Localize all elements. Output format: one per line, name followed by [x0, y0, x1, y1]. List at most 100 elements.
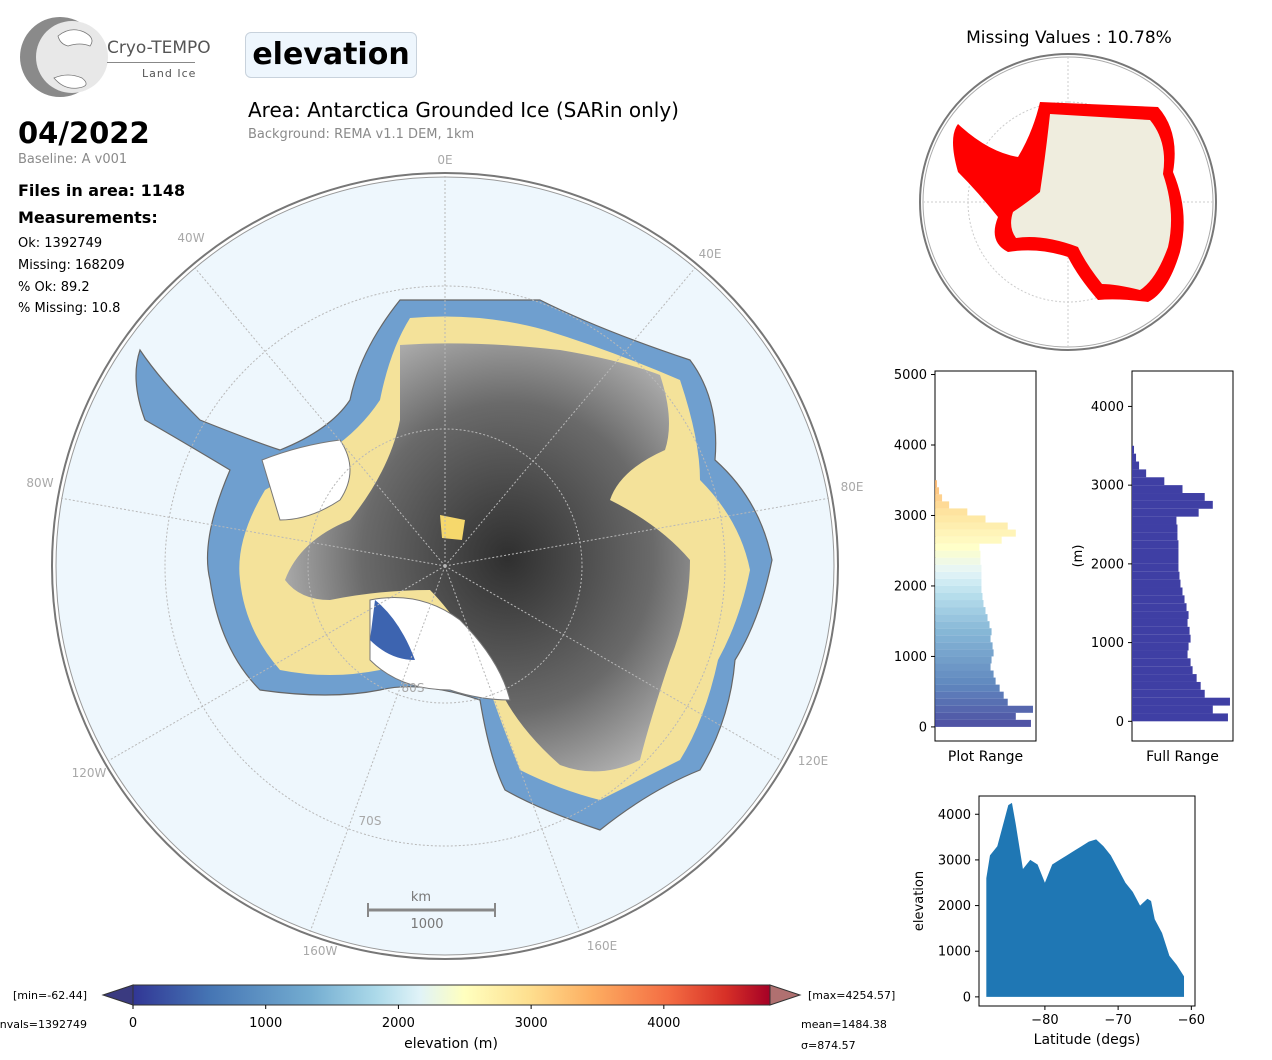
hist-bar: [935, 712, 1016, 720]
colorbar-max-extend: [769, 984, 802, 1006]
colorbar-label: elevation (m): [404, 1036, 498, 1052]
hist-bar: [1132, 571, 1180, 580]
lon-label-120e: 120E: [798, 754, 829, 768]
lon-label-40e: 40E: [699, 247, 722, 261]
hist-bar: [1132, 618, 1188, 627]
hist-bar: [935, 600, 984, 608]
hist-bar: [1132, 485, 1183, 494]
pole-patch: [440, 515, 465, 540]
full-range-histogram: 0 1000 2000 3000 4000 Full Range (m): [1071, 370, 1234, 765]
map-border: [51, 172, 839, 960]
hist-bar: [935, 501, 950, 509]
hist-bar: [935, 698, 1008, 706]
colorbar: 0 1000 2000 3000 4000 [min=-62.44] [max=4254…: [0, 984, 895, 1052]
colorbar-tick-label: 1000: [249, 1016, 282, 1031]
cryo-tempo-logo: [20, 17, 108, 97]
hist-bar: [935, 635, 991, 643]
ross-ice-shelf: [369, 597, 511, 701]
hist-tick-label: 2000: [894, 579, 927, 594]
scatter-xtick-label: −70: [1104, 1013, 1131, 1028]
measurements-heading: Measurements:: [18, 208, 158, 227]
lat-label-80s: 80S: [402, 681, 425, 695]
colorbar-tick-label: 0: [129, 1016, 137, 1031]
colorbar-tick-label: 4000: [647, 1016, 680, 1031]
colorbar-sigma: σ=874.57: [801, 1039, 856, 1052]
hist-bar: [1132, 493, 1205, 501]
scale-value: 1000: [410, 917, 443, 932]
date-label: 04/2022: [18, 116, 150, 150]
hist-tick-label: 3000: [894, 509, 927, 524]
scatter-ytick-label: 4000: [938, 808, 971, 823]
hist-bar: [1132, 705, 1213, 714]
scatter-ytick-label: 0: [963, 990, 971, 1005]
hist-bar: [935, 571, 982, 579]
hist-bar: [935, 543, 980, 551]
hist-bar: [1132, 603, 1187, 612]
colorbar-nvals: nvals=1392749: [0, 1018, 87, 1031]
missing-map-title: Missing Values : 10.78%: [966, 28, 1172, 48]
logo-subtitle: Land Ice: [142, 67, 197, 80]
hist-tick-label: 3000: [1091, 479, 1124, 494]
scatter-xtick-label: −60: [1178, 1013, 1205, 1028]
hist-bar: [935, 550, 981, 558]
scatter-xtick-label: −80: [1031, 1013, 1058, 1028]
scatter-points: [986, 802, 1185, 997]
lat-elevation-scatter: −80 −70 −60 0 1000 2000 3000 4000 Latitude (degs…: [912, 795, 1205, 1048]
hist-bar: [935, 628, 992, 636]
scale-unit: km: [411, 890, 431, 905]
logo-name: Cryo-TEMPO: [107, 38, 211, 58]
colorbar-gradient: [132, 984, 771, 1006]
colorbar-ticks: 0 1000 2000 3000 4000: [129, 1005, 680, 1031]
hist-bar: [935, 494, 943, 502]
hist-bar: [1132, 689, 1205, 698]
scatter-ytick-label: 2000: [938, 899, 971, 914]
hist-bar: [935, 593, 983, 601]
scatter-frame: [978, 795, 1196, 1007]
lon-label-0e: 0E: [437, 153, 452, 167]
scatter-xlabel: Latitude (degs): [1034, 1032, 1141, 1048]
rema-dem-background: [285, 343, 690, 772]
colorbar-min: [min=-62.44]: [13, 989, 87, 1002]
missing-map: [919, 53, 1217, 351]
hist-bar: [935, 684, 1000, 692]
hist-bar: [1132, 540, 1179, 549]
hist-bar: [1132, 461, 1140, 470]
hist-bar: [935, 649, 994, 657]
hist-bar: [935, 585, 982, 593]
hist-tick-label: 1000: [1091, 636, 1124, 651]
hist-tick-label: 0: [919, 720, 927, 735]
hist-bar: [1132, 453, 1137, 462]
scale-bar: km 1000: [367, 890, 496, 932]
ok-count: Ok: 1392749: [18, 236, 103, 251]
colorbar-mean: mean=1484.38: [801, 1018, 887, 1031]
hist-bar: [1132, 548, 1179, 556]
hist-bar: [1132, 587, 1183, 596]
hist-xlabel: Full Range: [1146, 749, 1219, 765]
hist-bar: [1132, 611, 1189, 619]
hist-bar: [935, 663, 991, 671]
hist-bar: [935, 508, 968, 516]
graticule: [59, 176, 831, 933]
hist-bar: [935, 564, 982, 572]
lon-label-80e: 80E: [841, 480, 864, 494]
colorbar-max: [max=4254.57]: [808, 989, 895, 1002]
hist-bar: [935, 557, 981, 565]
hist-bar: [1132, 666, 1193, 675]
missing-count: Missing: 168209: [18, 258, 125, 273]
hist-bar: [935, 621, 990, 629]
hist-bar: [1132, 516, 1177, 525]
hist-bar: [935, 536, 1002, 544]
colorbar-tick-label: 2000: [382, 1016, 415, 1031]
hist-bar: [1132, 532, 1178, 541]
hist-bar: [1132, 626, 1190, 635]
hist-bar: [1132, 658, 1191, 667]
hist-tick-label: 0: [1116, 715, 1124, 730]
hist-bar: [935, 578, 982, 586]
colorbar-tick-label: 3000: [515, 1016, 548, 1031]
hist-bar: [935, 705, 1033, 713]
hist-bar: [1132, 524, 1178, 533]
hist-bar: [1132, 642, 1189, 651]
hist-bar: [1132, 634, 1191, 643]
background-note: Background: REMA v1.1 DEM, 1km: [248, 127, 475, 142]
files-count: Files in area: 1148: [18, 181, 186, 200]
